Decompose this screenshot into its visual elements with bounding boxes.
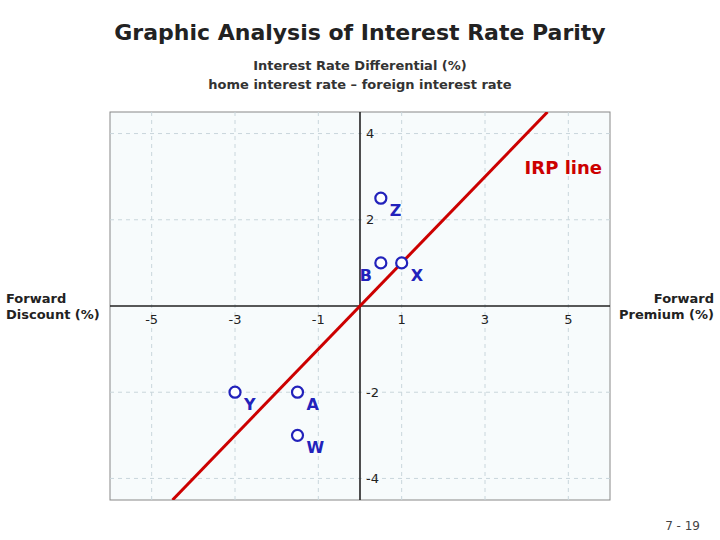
point-label: B: [360, 266, 372, 285]
y-tick-label: -4: [366, 471, 379, 486]
point-label: X: [411, 266, 424, 285]
point: [396, 257, 407, 268]
point-label: Y: [243, 395, 256, 414]
x-label-left-line: Forward: [6, 291, 66, 306]
data-marks: [173, 112, 548, 500]
footnote: 7 - 19: [665, 519, 700, 533]
point: [230, 387, 241, 398]
x-label-right: ForwardPremium (%): [619, 291, 714, 322]
point: [292, 430, 303, 441]
point-label: A: [307, 395, 320, 414]
x-tick-label: -3: [229, 312, 242, 327]
y-tick-label: 4: [366, 126, 374, 141]
subtitle: home interest rate – foreign interest ra…: [208, 77, 511, 92]
x-label-left-line: Discount (%): [6, 307, 100, 322]
x-tick-label: -5: [145, 312, 158, 327]
point-label: Z: [390, 201, 402, 220]
plot-frame: [110, 112, 610, 500]
x-tick-label: 1: [398, 312, 406, 327]
data-labels: IRP line Z B X Y A W: [243, 157, 602, 457]
x-tick-label: 5: [564, 312, 572, 327]
point: [375, 257, 386, 268]
irp-line: [173, 112, 548, 500]
x-label-right-line: Forward: [654, 291, 714, 306]
title: Graphic Analysis of Interest Rate Parity: [114, 20, 605, 45]
point-label: W: [307, 438, 325, 457]
line-label: IRP line: [525, 157, 602, 178]
x-label-right-line: Premium (%): [619, 307, 714, 322]
point: [375, 193, 386, 204]
x-tick-label: -1: [312, 312, 325, 327]
subtitle: Interest Rate Differential (%): [253, 58, 467, 73]
chart: Graphic Analysis of Interest Rate Parity…: [0, 0, 720, 540]
point: [292, 387, 303, 398]
y-tick-label: 2: [366, 212, 374, 227]
x-label-left: ForwardDiscount (%): [6, 291, 100, 322]
x-tick-label: 3: [481, 312, 489, 327]
y-tick-label: -2: [366, 385, 379, 400]
